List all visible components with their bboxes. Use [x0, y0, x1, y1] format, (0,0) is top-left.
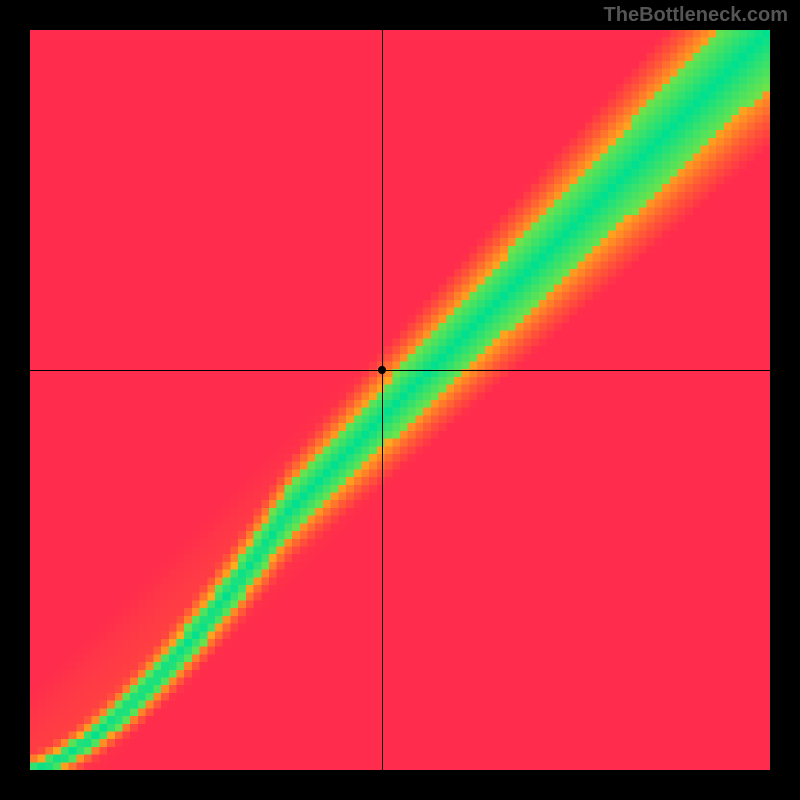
crosshair-horizontal — [30, 370, 770, 371]
heatmap-canvas — [30, 30, 770, 770]
crosshair-marker — [378, 366, 386, 374]
plot-area — [30, 30, 770, 770]
crosshair-vertical — [382, 30, 383, 770]
watermark-text: TheBottleneck.com — [604, 4, 788, 27]
chart-container: TheBottleneck.com — [0, 0, 800, 800]
